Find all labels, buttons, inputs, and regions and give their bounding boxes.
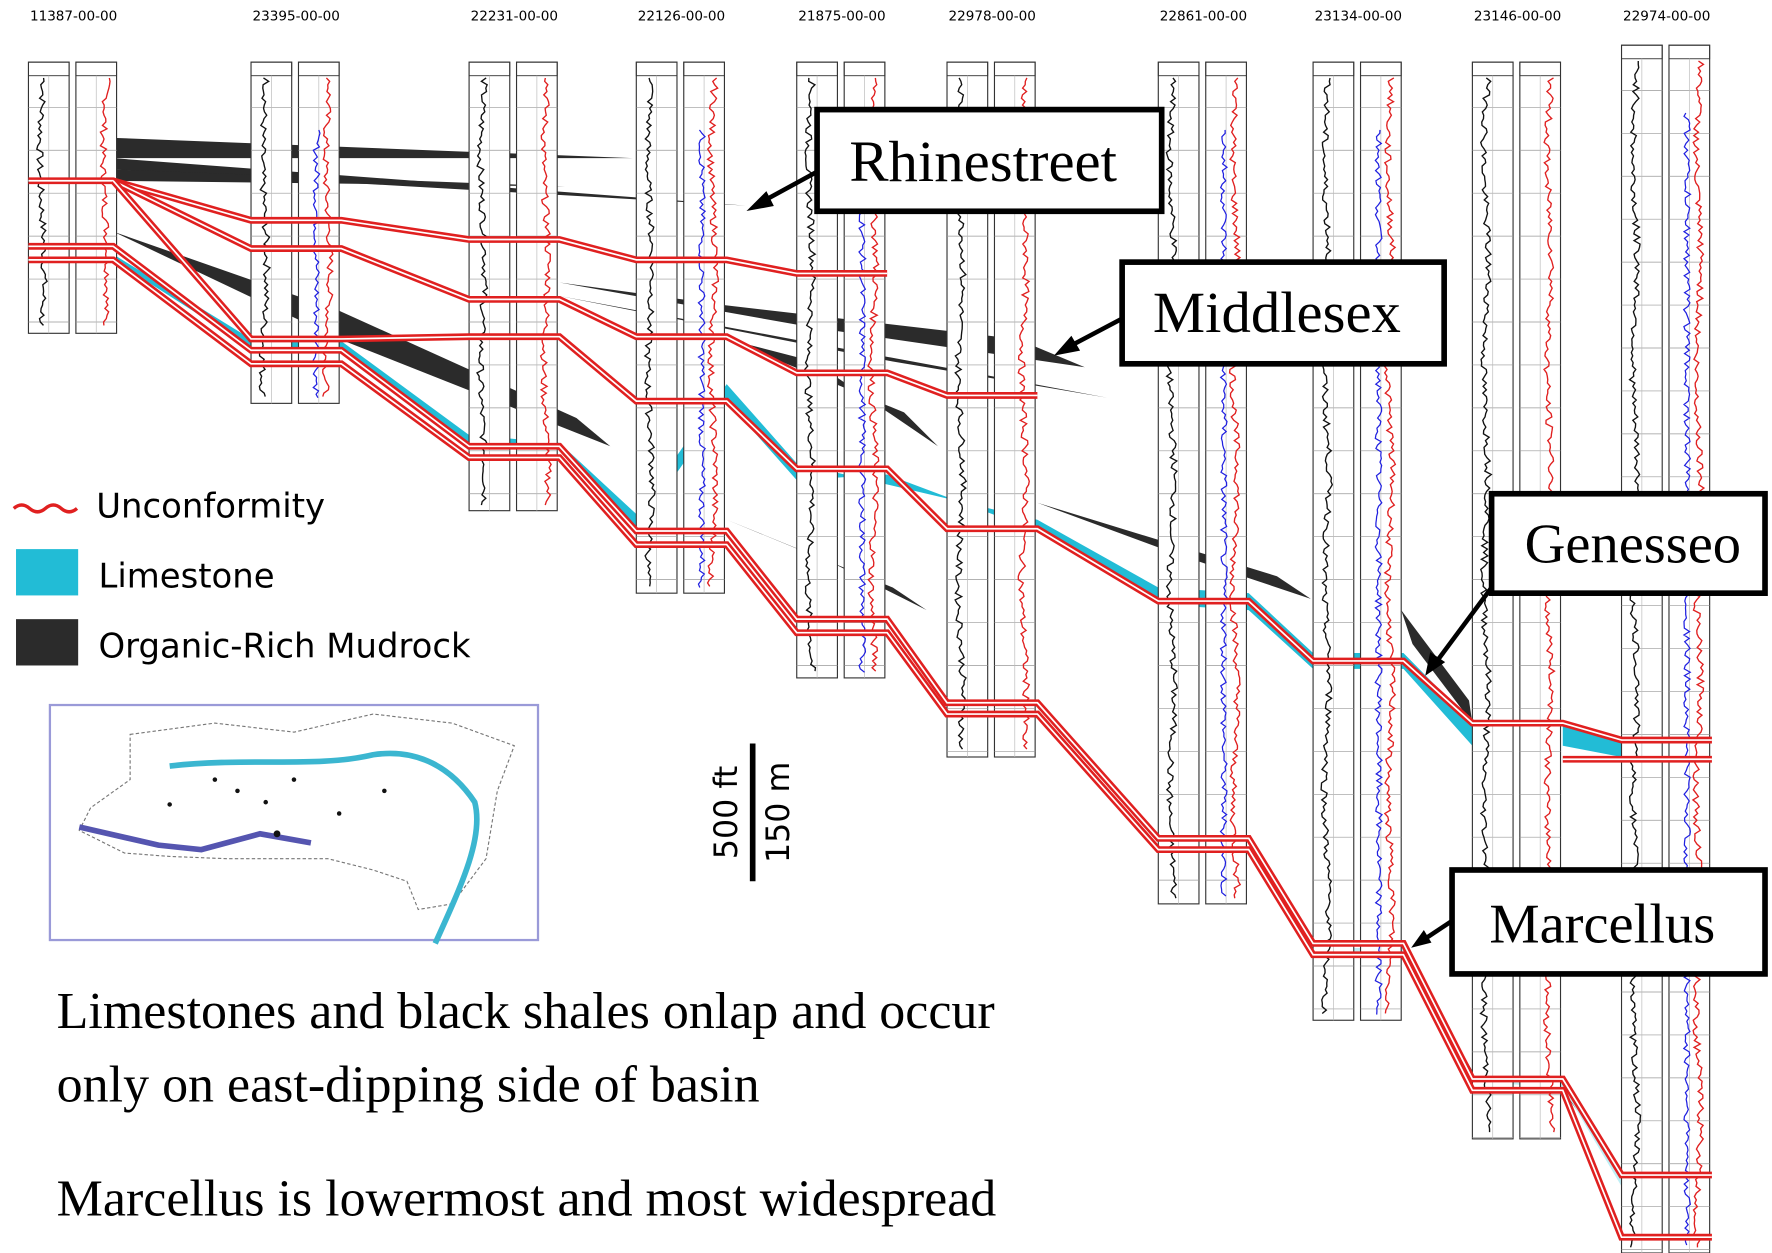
well-label: 22126-00-00 <box>638 8 725 24</box>
legend-swatch <box>16 549 78 595</box>
well-label: 22861-00-00 <box>1160 8 1247 24</box>
well-label: 23146-00-00 <box>1474 8 1561 24</box>
location-map <box>50 705 538 943</box>
well-label: 22978-00-00 <box>949 8 1036 24</box>
legend-label: Limestone <box>98 557 274 596</box>
note: Marcellus is lowermost and most widespre… <box>57 1171 997 1228</box>
formation-label: Genesseo <box>1525 514 1741 576</box>
legend-label: Organic-Rich Mudrock <box>98 627 471 666</box>
legend-swatch <box>16 619 78 665</box>
scale-label: 500 ft <box>709 766 745 859</box>
scale-label: 150 m <box>761 762 797 863</box>
well-label: 11387-00-00 <box>30 8 117 24</box>
well-label: 23134-00-00 <box>1315 8 1402 24</box>
well-label: 22974-00-00 <box>1623 8 1710 24</box>
well-label: 21875-00-00 <box>798 8 885 24</box>
note: Limestones and black shales onlap and oc… <box>57 983 995 1040</box>
legend-label: Unconformity <box>96 486 325 525</box>
formation-label: Middlesex <box>1153 280 1401 345</box>
note: only on east-dipping side of basin <box>57 1057 760 1114</box>
cross-section: Rhinestreet Middlesex Genesseo Marcellus… <box>0 0 1772 1253</box>
well-label: 22231-00-00 <box>471 8 558 24</box>
formation-label: Rhinestreet <box>849 129 1117 194</box>
formation-label: Marcellus <box>1489 893 1715 955</box>
legend-swatch <box>14 505 77 512</box>
well-label: 23395-00-00 <box>253 8 340 24</box>
legend: Unconformity Limestone Organic-Rich Mudr… <box>14 486 471 665</box>
